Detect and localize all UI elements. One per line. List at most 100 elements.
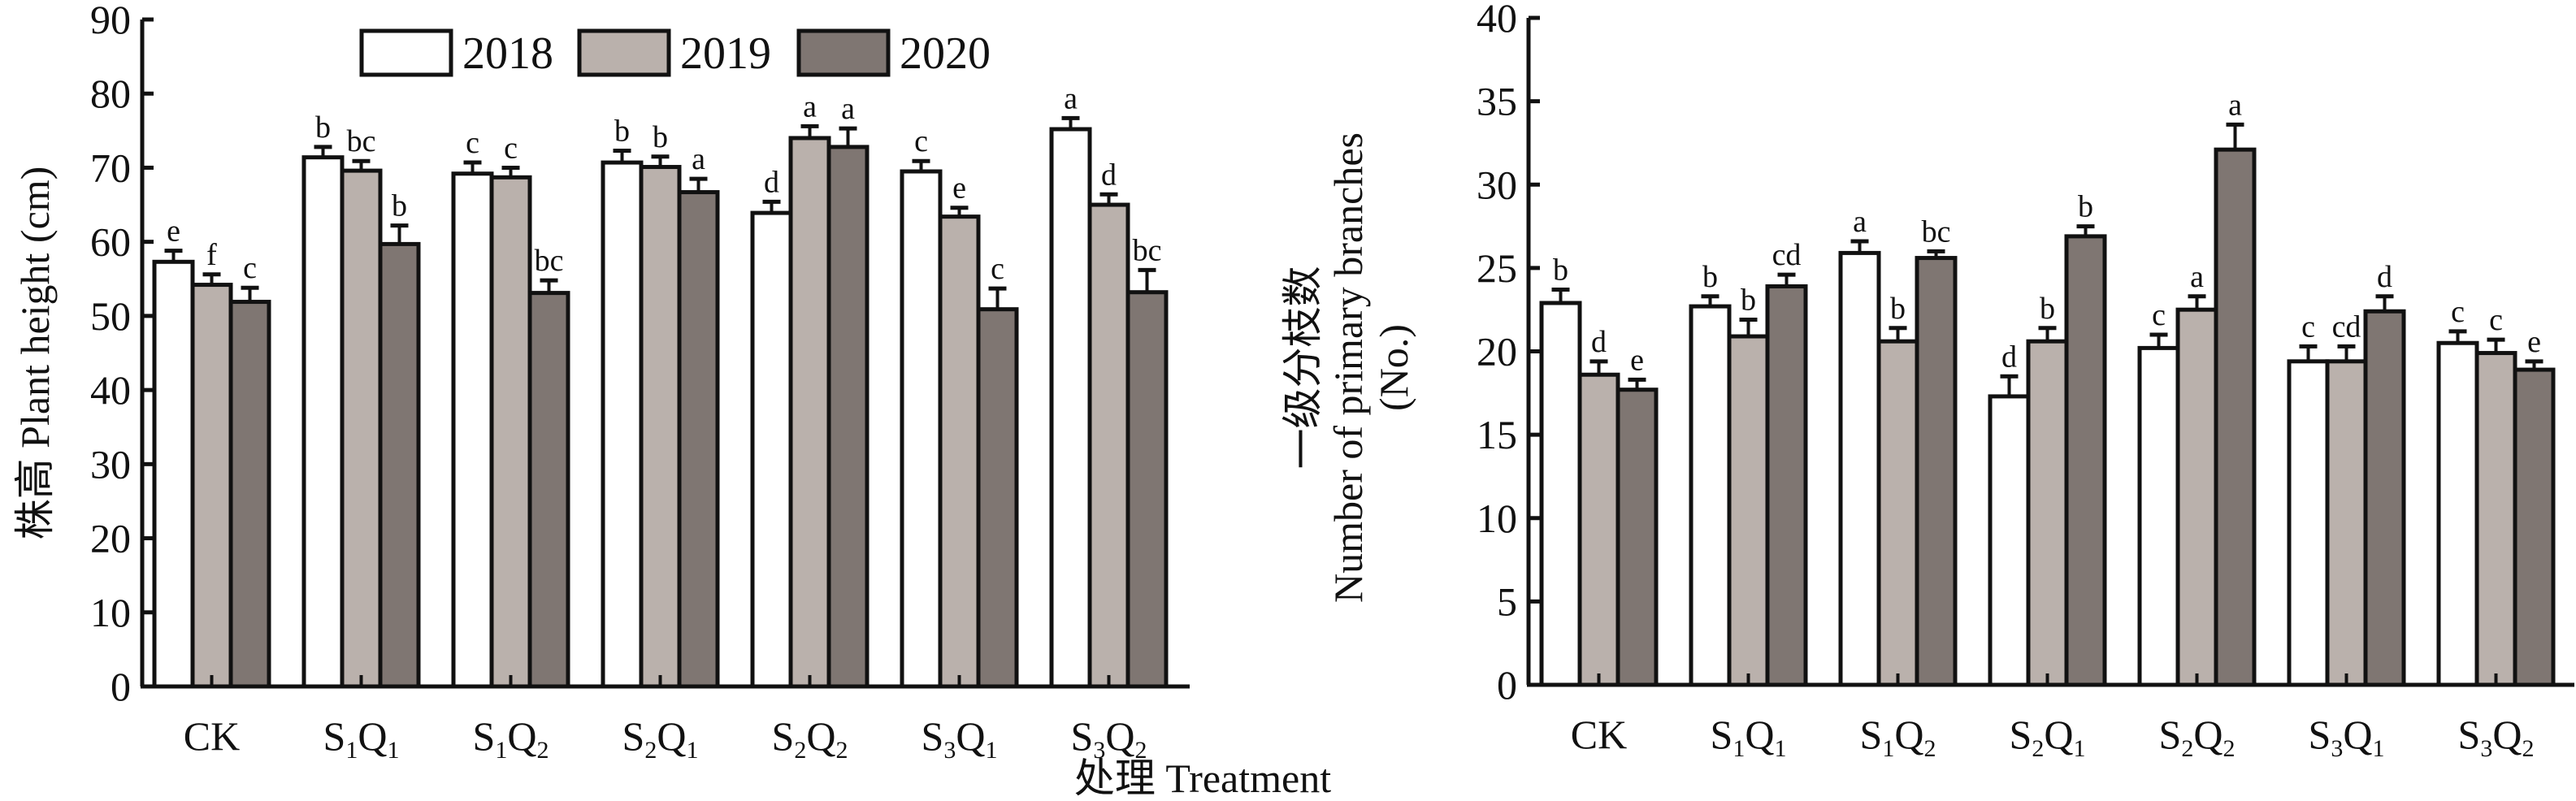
- legend-label: 2020: [900, 28, 991, 79]
- legend-swatch-2019: [577, 28, 671, 77]
- y-axis-title: 株高 Plant height (cm): [12, 167, 58, 540]
- significance-letter: f: [206, 238, 217, 272]
- category-label: S1Q1: [323, 713, 400, 764]
- bar-2019: [1577, 372, 1620, 687]
- category-label: S2Q2: [772, 713, 848, 764]
- significance-letter: c: [2152, 298, 2166, 332]
- significance-letter: d: [1591, 325, 1607, 359]
- legend-label: 2019: [680, 28, 771, 79]
- y-tick-label: 30: [1477, 162, 1517, 207]
- legend-swatch-2020: [796, 28, 891, 77]
- y-tick-label: 5: [1497, 578, 1517, 624]
- bar-2019: [788, 136, 831, 689]
- bar-2019: [639, 165, 682, 689]
- significance-letter: c: [2489, 303, 2503, 337]
- bar-2019: [190, 283, 233, 689]
- bar-2018: [900, 169, 943, 689]
- bar-2018: [451, 171, 494, 689]
- y-tick-label: 35: [1477, 79, 1517, 124]
- bar-2020: [228, 300, 271, 689]
- bar-2020: [2214, 147, 2257, 687]
- x-axis-title: 处理 Treatment: [1074, 756, 1331, 801]
- y-axis-title-line: 一级分枝数: [1280, 266, 1325, 470]
- significance-letter: c: [2301, 310, 2315, 344]
- category-label: CK: [1571, 712, 1627, 757]
- significance-letter: a: [803, 89, 817, 123]
- bar-2019: [2026, 339, 2069, 687]
- bar-2019: [1087, 202, 1130, 689]
- y-tick-label: 90: [90, 0, 131, 42]
- bar-2018: [750, 210, 793, 689]
- y-axis-title-line: Number of primary branches: [1325, 132, 1371, 603]
- y-tick-label: 30: [90, 441, 131, 487]
- significance-letter: c: [504, 131, 518, 165]
- y-tick-label: 50: [90, 293, 131, 339]
- bar-2020: [677, 190, 720, 689]
- significance-letter: a: [2190, 260, 2204, 294]
- significance-letter: b: [1553, 253, 1568, 288]
- significance-letter: b: [1741, 284, 1756, 318]
- bar-2018: [1838, 250, 1881, 687]
- y-tick-label: 20: [90, 516, 131, 561]
- bar-2019: [2474, 351, 2517, 687]
- bar-2020: [976, 307, 1019, 689]
- bar-2018: [2287, 359, 2330, 687]
- significance-letter: e: [1630, 343, 1644, 377]
- y-tick-label: 0: [111, 664, 131, 709]
- significance-letter: a: [692, 142, 705, 176]
- significance-letter: c: [2451, 295, 2465, 329]
- bar-2018: [301, 155, 345, 689]
- y-tick-label: 40: [1477, 0, 1517, 41]
- bar-2020: [378, 241, 421, 689]
- significance-letter: bc: [535, 244, 564, 278]
- legend: 2018 2019 2020: [359, 28, 991, 79]
- y-tick-label: 25: [1477, 245, 1517, 291]
- bar-2020: [2363, 309, 2406, 687]
- y-tick-label: 70: [90, 145, 131, 190]
- bar-2019: [1876, 339, 1919, 687]
- bar-2020: [2513, 367, 2556, 687]
- category-label: S3Q2: [2458, 712, 2535, 762]
- significance-letter: b: [614, 114, 630, 148]
- significance-letter: d: [2001, 340, 2017, 374]
- bar-2020: [826, 145, 870, 689]
- significance-letter: d: [2377, 260, 2392, 294]
- bar-2018: [601, 160, 644, 689]
- significance-letter: e: [167, 214, 180, 249]
- bar-2018: [1049, 127, 1092, 689]
- bar-2018: [2137, 345, 2180, 687]
- y-tick-label: 60: [90, 219, 131, 265]
- y-tick-label: 0: [1497, 662, 1517, 708]
- significance-letter: b: [315, 110, 331, 145]
- y-tick-label: 10: [1477, 496, 1517, 541]
- y-tick-label: 15: [1477, 412, 1517, 457]
- bar-2020: [1615, 388, 1659, 687]
- category-label: S3Q2: [1071, 713, 1147, 764]
- y-tick-label: 40: [90, 367, 131, 413]
- significance-letter: a: [1853, 205, 1867, 239]
- category-label: S3Q1: [2309, 712, 2385, 762]
- category-label: S2Q1: [2010, 712, 2086, 762]
- significance-letter: d: [764, 165, 779, 199]
- bar-2019: [489, 175, 532, 689]
- significance-letter: b: [2078, 190, 2093, 224]
- significance-letter: cd: [1772, 238, 1802, 272]
- significance-letter: c: [991, 252, 1004, 286]
- bar-2019: [340, 168, 383, 689]
- bar-2020: [1915, 256, 1958, 687]
- legend-swatch-2018: [359, 28, 453, 77]
- significance-letter: a: [2228, 88, 2242, 122]
- significance-letter: cd: [2332, 310, 2361, 344]
- significance-letter: a: [1064, 81, 1078, 115]
- bar-2020: [1125, 290, 1169, 689]
- bar-2019: [2325, 359, 2368, 687]
- bar-2020: [1765, 284, 1808, 687]
- bar-2018: [2436, 340, 2479, 687]
- significance-letter: b: [392, 189, 407, 223]
- bar-2019: [1727, 334, 1770, 687]
- category-label: S1Q2: [1860, 712, 1936, 762]
- legend-label: 2018: [462, 28, 553, 79]
